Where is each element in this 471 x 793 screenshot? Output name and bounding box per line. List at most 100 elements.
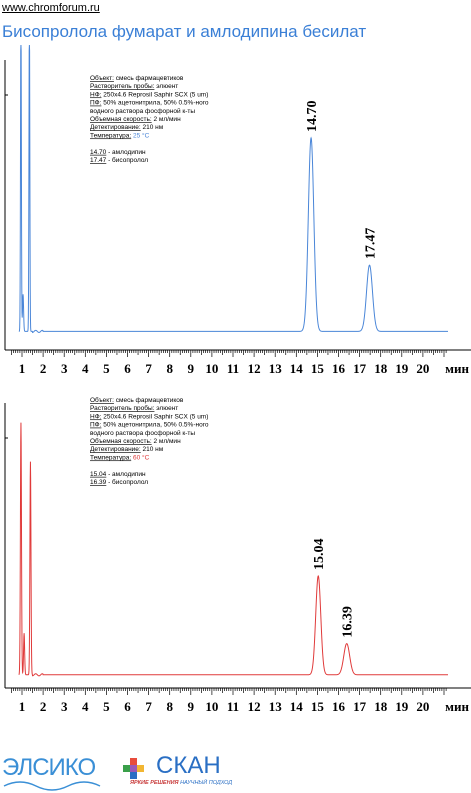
condition-value: 2 мл/мин <box>152 116 181 123</box>
x-tick-label: 2 <box>40 699 47 714</box>
condition-label: ПФ: <box>90 422 102 429</box>
x-tick-label: 10 <box>205 699 218 714</box>
peak-legend-line: 17.47 - бисопролол <box>90 156 148 164</box>
condition-label: Температура: <box>90 132 131 139</box>
condition-label: Растворитель пробы: <box>90 404 155 412</box>
x-tick-label: 2 <box>40 361 47 376</box>
conditions-line: НФ: 250x4.6 Reprosil Saphir SCX (5 um) <box>90 413 208 420</box>
condition-value: 60 °C <box>131 453 149 461</box>
x-tick-label: 6 <box>124 361 131 376</box>
peak-legend-line: 15.04 - амлодипин <box>90 471 146 478</box>
condition-value: водного раствора фосфорной к-ты <box>90 429 195 437</box>
x-tick-label: 13 <box>269 361 283 376</box>
conditions-line: Детектирование: 210 нм <box>90 124 164 131</box>
x-axis-unit-label: мин <box>445 699 469 714</box>
peak-compound: - амлодипин <box>106 471 146 478</box>
scan-logo-text: СКАН <box>156 752 221 779</box>
x-tick-label: 10 <box>205 361 218 376</box>
page-title: Бисопролола фумарат и амлодипина бесилат <box>2 22 367 41</box>
site-url[interactable]: www.chromforum.ru <box>2 2 100 14</box>
peak-compound: - амлодипин <box>106 149 146 156</box>
conditions-line: Объект: смесь фармацевтиков <box>90 74 184 82</box>
x-tick-label: 4 <box>82 361 89 376</box>
conditions-line: водного раствора фосфорной к-ты <box>90 429 195 437</box>
x-tick-label: 9 <box>188 699 195 714</box>
condition-value: 250x4.6 Reprosil Saphir SCX (5 um) <box>101 91 208 98</box>
x-tick-label: 20 <box>416 699 429 714</box>
x-tick-label: 19 <box>395 699 409 714</box>
x-tick-label: 7 <box>145 699 152 714</box>
conditions-line: Объемная скорость: 2 мл/мин <box>90 437 181 445</box>
x-tick-label: 12 <box>248 699 261 714</box>
condition-value: элюент <box>154 405 178 412</box>
x-tick-label: 3 <box>61 699 68 714</box>
peak-legend-line: 16.39 - бисопролол <box>90 478 148 486</box>
x-tick-label: 3 <box>61 361 68 376</box>
cube-logo-icon <box>123 758 144 779</box>
x-tick-label: 1 <box>19 361 26 376</box>
x-axis-unit-label: мин <box>445 361 469 376</box>
peak-compound: - бисопролол <box>106 156 148 164</box>
x-tick-label: 7 <box>145 361 152 376</box>
peak-label: 17.47 <box>364 228 379 260</box>
company-logo: ЭЛСИКО СКАН ЯРКИЕ РЕШЕНИЯ НАУЧНЫЙ ПОДХОД <box>2 752 262 788</box>
x-tick-label: 5 <box>103 361 110 376</box>
logo-tagline: ЯРКИЕ РЕШЕНИЯ НАУЧНЫЙ ПОДХОД <box>130 780 233 786</box>
peak-legend-line: 14.70 - амлодипин <box>90 149 146 156</box>
condition-label: Объект: <box>90 396 114 404</box>
logo-wave-icon <box>3 781 101 791</box>
peak-label: 16.39 <box>341 606 356 638</box>
condition-value: 25 °C <box>131 131 149 139</box>
conditions-line: Температура: 60 °C <box>90 453 150 461</box>
condition-value: элюент <box>154 83 178 90</box>
condition-label: ПФ: <box>90 100 102 107</box>
condition-value: 50% ацетонитрила, 50% 0.5%-ного <box>101 422 208 429</box>
x-tick-label: 15 <box>311 699 325 714</box>
conditions-line: Растворитель пробы: элюент <box>90 82 178 90</box>
condition-label: Объемная скорость: <box>90 437 152 445</box>
conditions-line: водного раствора фосфорной к-ты <box>90 107 195 115</box>
conditions-line: Температура: 25 °C <box>90 131 150 139</box>
conditions-line: Объект: смесь фармацевтиков <box>90 396 184 404</box>
condition-label: Объемная скорость: <box>90 115 152 123</box>
condition-value: смесь фармацевтиков <box>114 397 184 404</box>
condition-label: Детектирование: <box>90 446 141 453</box>
condition-label: Температура: <box>90 454 131 461</box>
x-tick-label: 18 <box>374 361 388 376</box>
condition-value: 210 нм <box>141 124 164 131</box>
x-tick-label: 1 <box>19 699 26 714</box>
conditions-line: Растворитель пробы: элюент <box>90 404 178 412</box>
conditions-line: ПФ: 50% ацетонитрила, 50% 0.5%-ного <box>90 100 209 107</box>
condition-value: водного раствора фосфорной к-ты <box>90 107 195 115</box>
x-tick-label: 5 <box>103 699 110 714</box>
condition-value: 250x4.6 Reprosil Saphir SCX (5 um) <box>101 413 208 420</box>
x-tick-label: 16 <box>332 699 346 714</box>
chromatogram-trace <box>18 44 449 334</box>
x-tick-label: 20 <box>416 361 429 376</box>
peak-time: 15.04 <box>90 471 107 478</box>
chromatogram-trace <box>18 422 449 677</box>
x-tick-label: 13 <box>269 699 283 714</box>
x-tick-label: 12 <box>248 361 261 376</box>
condition-label: Детектирование: <box>90 124 141 131</box>
x-tick-label: 17 <box>353 699 367 714</box>
conditions-line: ПФ: 50% ацетонитрила, 50% 0.5%-ного <box>90 422 209 429</box>
condition-value: смесь фармацевтиков <box>114 75 184 82</box>
condition-label: Растворитель пробы: <box>90 82 155 90</box>
condition-value: 50% ацетонитрила, 50% 0.5%-ного <box>101 100 208 107</box>
x-tick-label: 14 <box>290 699 304 714</box>
x-tick-label: 17 <box>353 361 367 376</box>
peak-time: 14.70 <box>90 149 107 156</box>
condition-value: 210 нм <box>141 446 164 453</box>
peak-label: 14.70 <box>305 100 320 132</box>
condition-label: НФ: <box>90 413 102 420</box>
x-tick-label: 11 <box>227 699 239 714</box>
peak-time: 17.47 <box>90 157 107 164</box>
condition-value: 2 мл/мин <box>152 438 181 445</box>
x-tick-label: 11 <box>227 361 239 376</box>
conditions-line: Объемная скорость: 2 мл/мин <box>90 115 181 123</box>
conditions-line: НФ: 250x4.6 Reprosil Saphir SCX (5 um) <box>90 91 208 98</box>
condition-label: НФ: <box>90 91 102 98</box>
x-tick-label: 6 <box>124 699 131 714</box>
